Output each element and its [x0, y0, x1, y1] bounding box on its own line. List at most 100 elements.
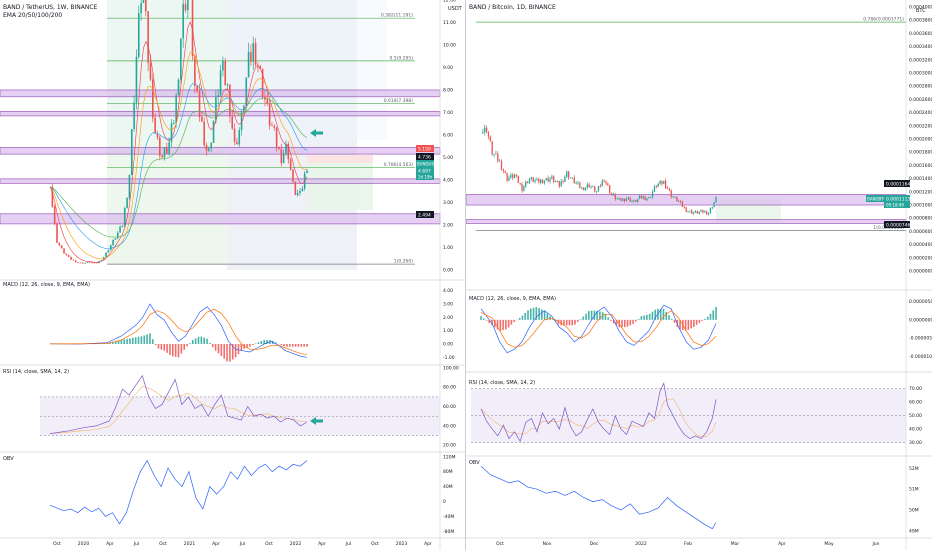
- right-chart-svg[interactable]: 0.786(0.0003771)1(0.0000615) 0.00000000.…: [466, 0, 932, 550]
- right-candle-body: [685, 207, 687, 213]
- left-rsi-tick: 40.00: [443, 423, 456, 429]
- right-price-tick: 0.0001800: [909, 150, 932, 156]
- left-macd-hist-bar: [126, 338, 128, 344]
- right-macd-hist-bar: [607, 317, 609, 320]
- right-candle-body: [499, 160, 501, 162]
- right-price-tick: 0.0001400: [909, 176, 932, 182]
- left-candle-body: [159, 137, 161, 156]
- left-candle-body: [196, 85, 198, 92]
- right-candle-body: [706, 211, 708, 215]
- right-macd-hist-bar: [579, 319, 582, 320]
- right-candle-body: [558, 180, 560, 187]
- right-candle-body: [484, 127, 486, 133]
- left-candle-body: [212, 120, 215, 144]
- left-macd-line: [49, 303, 308, 358]
- right-candle-body: [687, 211, 689, 213]
- right-macd-hist-bar: [480, 316, 482, 320]
- right-candle-body: [517, 175, 519, 183]
- right-price-tick: 0.0002400: [909, 110, 932, 116]
- left-time-label: 2022: [290, 541, 302, 547]
- left-candle-body: [266, 99, 269, 104]
- left-macd-hist-bar: [120, 340, 123, 344]
- right-candle-body: [487, 132, 490, 137]
- chart-divider: [465, 0, 466, 550]
- left-candle-body: [88, 262, 91, 263]
- right-candle-body: [523, 186, 525, 191]
- right-candle-body: [569, 177, 572, 179]
- left-candle-body: [245, 77, 248, 106]
- right-macd-hist-bar: [590, 310, 593, 320]
- left-candle-body: [56, 223, 58, 243]
- right-macd-hist-bar: [690, 319, 692, 329]
- left-candle-body: [194, 56, 196, 86]
- left-macd-hist-bar: [200, 336, 203, 344]
- left-candle-body: [219, 70, 222, 96]
- left-candle-body: [105, 252, 107, 258]
- left-time-label: Apr: [212, 541, 220, 547]
- right-candle-body: [541, 179, 544, 184]
- left-candle-body: [109, 245, 112, 251]
- right-candle-body: [549, 178, 551, 182]
- right-price-tick: 0.0003400: [909, 44, 932, 50]
- right-candle-body: [629, 197, 631, 202]
- left-candle-body: [128, 175, 131, 199]
- left-macd-hist-bar: [183, 344, 186, 350]
- left-candle-body: [65, 253, 68, 256]
- left-unit-label: USDT: [448, 6, 463, 12]
- left-obv-tick: 40M: [443, 484, 453, 490]
- left-candle-body: [152, 79, 154, 118]
- right-price-tick: 0.0002800: [909, 84, 932, 90]
- left-candle-body: [77, 262, 79, 264]
- right-macd-hist-bar: [715, 307, 717, 320]
- right-candle-body: [702, 209, 704, 213]
- left-candle-body: [93, 262, 96, 264]
- left-macd-hist-bar: [217, 344, 220, 354]
- right-macd-hist-bar: [532, 307, 535, 320]
- left-shade-region: [307, 155, 373, 163]
- left-ema-line: [49, 83, 308, 249]
- right-candle-body: [584, 187, 587, 191]
- right-price-tick: 0.0003200: [909, 57, 932, 63]
- left-tag-level-1: [416, 145, 434, 152]
- right-macd-hist-bar: [635, 319, 637, 322]
- right-macd-hist-bar: [541, 309, 543, 320]
- right-rsi-line: [480, 382, 717, 443]
- right-macd-hist-bar: [673, 319, 676, 323]
- right-candle-body: [698, 211, 700, 214]
- left-macd-hist-bar: [254, 343, 257, 344]
- left-chart[interactable]: 0.382(11.191) 0.5(9.295) 0.618(7.398) 0.786…: [0, 0, 466, 550]
- right-price-tick: 0.0001000: [909, 203, 932, 209]
- right-chart[interactable]: 0.786(0.0003771) 1(0.0000615) 0.0000000 0.…: [466, 0, 932, 550]
- right-chart-background: [466, 0, 932, 550]
- left-macd-hist-bar: [129, 338, 131, 344]
- right-rsi-tick: 60.00: [909, 400, 922, 406]
- left-chart-svg[interactable]: 0.382(11.191) 0.5(9.295) 0.618(7.398) 0.786…: [0, 0, 466, 550]
- right-macd-hist-bar: [662, 308, 665, 320]
- left-price-tick: 4.00: [443, 178, 453, 184]
- right-macd-hist-bar: [640, 316, 643, 320]
- right-candle-body: [640, 196, 643, 198]
- left-rsi-arrow-icon: [310, 417, 323, 425]
- right-candle-body: [609, 185, 611, 193]
- right-candle-body: [545, 177, 547, 181]
- right-macd-hist-bar: [654, 309, 656, 320]
- left-candle-body: [156, 133, 159, 138]
- right-macd-hist-bar: [596, 310, 598, 320]
- left-macd-hist-bar: [303, 344, 305, 347]
- left-candle-body: [84, 262, 86, 264]
- right-tag-current-name-text: BANDBTC: [867, 197, 887, 202]
- right-price-tick: 0.0000000: [909, 269, 932, 275]
- right-time-label: Apr: [778, 541, 786, 547]
- right-candle-body: [508, 177, 510, 181]
- right-tag-level-2-text: 0.0000746: [886, 223, 910, 229]
- right-macd-hist-bar: [554, 319, 557, 322]
- right-macd-hist-bar: [629, 319, 632, 326]
- left-fib-label: 1(0.260): [394, 259, 414, 265]
- right-macd-hist-bar: [482, 318, 485, 320]
- right-candle-body: [493, 153, 495, 155]
- left-rsi-tick: 80.00: [443, 385, 456, 391]
- left-candle-body: [126, 198, 128, 209]
- right-candle-body: [627, 197, 629, 199]
- left-candle-body: [296, 192, 299, 196]
- left-macd-hist-bar: [186, 344, 188, 347]
